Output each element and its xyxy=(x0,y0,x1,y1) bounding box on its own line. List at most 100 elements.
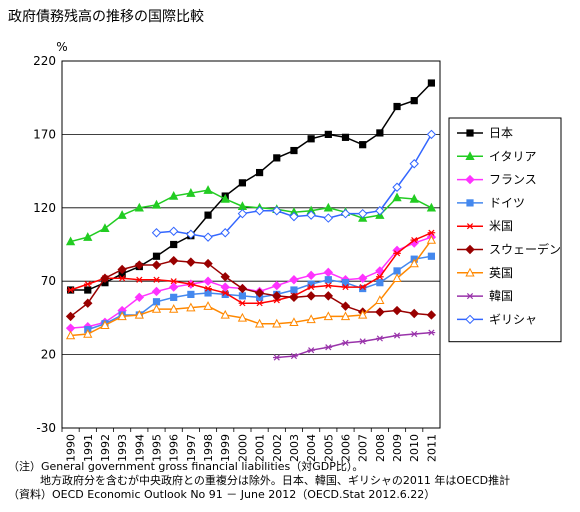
series-3-point xyxy=(168,282,179,292)
series-6-point xyxy=(306,291,316,301)
series-8-point xyxy=(358,338,367,345)
series-9-point xyxy=(340,208,351,219)
series-2-point xyxy=(134,202,144,212)
series-7-point xyxy=(409,258,419,268)
series-8-point xyxy=(341,339,350,346)
x-tick-label: 2008 xyxy=(374,434,387,462)
series-4-point xyxy=(290,286,298,294)
x-tick-label: 1991 xyxy=(82,434,95,462)
series-7-point xyxy=(117,311,127,321)
series-8-point xyxy=(376,335,384,342)
series-6-point xyxy=(203,258,213,269)
series-4-point xyxy=(170,293,178,301)
series-1-point xyxy=(170,240,178,249)
legend-swatch-marker xyxy=(466,223,474,230)
x-tick-label: 1998 xyxy=(202,434,215,462)
series-7-point xyxy=(254,318,265,328)
series-6-point xyxy=(134,260,145,270)
series-7-point xyxy=(392,273,402,282)
series-2-point xyxy=(220,193,230,203)
series-9-point xyxy=(237,208,248,219)
x-tick-label: 1993 xyxy=(116,434,129,462)
series-8-point xyxy=(427,329,436,336)
series-6-line xyxy=(70,259,432,318)
series-3-point xyxy=(323,267,334,278)
series-8-point xyxy=(272,354,281,361)
y-tick-label: 20 xyxy=(41,348,56,362)
series-9-point xyxy=(323,213,334,223)
x-tick-label: 2004 xyxy=(305,434,318,462)
series-4-point xyxy=(427,252,436,260)
series-5-point xyxy=(255,300,264,307)
series-5-point xyxy=(221,289,230,297)
legend-swatch-marker xyxy=(466,129,474,137)
series-5-point xyxy=(393,250,401,257)
series-6-point xyxy=(289,292,299,303)
series-6-point xyxy=(409,308,419,319)
series-1-point xyxy=(84,286,92,294)
series-6-point xyxy=(117,264,127,275)
series-8-line xyxy=(276,331,432,359)
series-5-point xyxy=(307,283,315,291)
x-tick-label: 1992 xyxy=(99,434,112,462)
legend-label: フランス xyxy=(489,173,537,187)
series-9-point xyxy=(392,182,402,192)
series-5-point xyxy=(135,276,144,283)
series-6-point xyxy=(254,288,265,298)
series-1-point xyxy=(290,146,298,155)
series-2-point xyxy=(392,192,402,202)
series-7-point xyxy=(220,309,230,319)
x-tick-label: 2003 xyxy=(288,434,301,462)
x-tick-label: 1997 xyxy=(185,434,198,462)
series-9-point xyxy=(409,159,419,169)
series-5-point xyxy=(358,283,367,291)
legend-label: 韓国 xyxy=(489,289,513,303)
series-5-point xyxy=(169,278,178,285)
series-3-point xyxy=(203,276,213,286)
series-3-point xyxy=(306,270,316,281)
series-5-point xyxy=(238,300,247,307)
series-2-point xyxy=(186,188,196,197)
series-7-point xyxy=(375,295,385,304)
x-tick-label: 2005 xyxy=(322,434,335,462)
series-8-point xyxy=(410,330,419,338)
series-7-point xyxy=(151,304,162,313)
series-6-point xyxy=(237,283,248,294)
x-tick-label: 1999 xyxy=(219,434,232,462)
series-8-point xyxy=(307,347,315,354)
series-1-point xyxy=(152,252,161,260)
series-7-point xyxy=(426,235,437,244)
series-7-point xyxy=(237,312,248,322)
series-3-point xyxy=(134,292,145,303)
series-6-point xyxy=(340,301,351,311)
series-6-point xyxy=(272,291,282,301)
series-5-point xyxy=(152,276,161,283)
series-5-point xyxy=(341,283,350,291)
series-2-point xyxy=(409,193,419,203)
series-1-point xyxy=(307,135,315,143)
series-5-point xyxy=(204,285,212,292)
series-9-point xyxy=(254,206,265,216)
y-tick-label: 170 xyxy=(33,127,56,141)
series-2-point xyxy=(169,190,179,200)
series-4-point xyxy=(341,279,350,287)
series-9-point xyxy=(220,228,230,238)
series-7-point xyxy=(272,318,282,328)
series-5-point xyxy=(324,282,333,289)
x-tick-label: 2006 xyxy=(340,434,353,462)
legend-label: スウェーデン xyxy=(489,242,561,257)
series-7-point xyxy=(83,328,93,338)
series-9-point xyxy=(186,229,196,239)
series-7-point xyxy=(100,320,110,329)
series-1-point xyxy=(410,97,418,105)
series-8-point xyxy=(290,352,298,360)
series-6-point xyxy=(392,305,402,316)
series-7-point xyxy=(134,309,144,319)
series-2-point xyxy=(83,232,93,241)
series-6-point xyxy=(65,311,76,322)
series-4-point xyxy=(393,267,401,275)
series-4-point xyxy=(187,290,195,299)
legend-swatch-marker xyxy=(466,293,474,300)
series-9-point xyxy=(375,206,385,216)
